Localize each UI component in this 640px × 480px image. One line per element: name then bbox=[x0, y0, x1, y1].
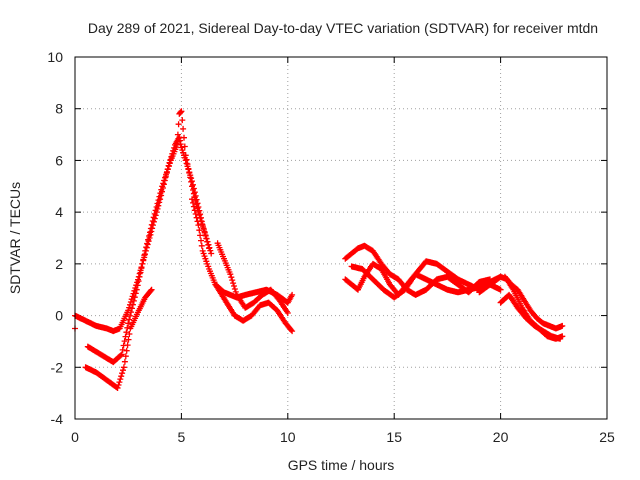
x-axis-label: GPS time / hours bbox=[288, 457, 395, 473]
y-tick-label: 4 bbox=[55, 204, 63, 220]
y-tick-label: 2 bbox=[55, 256, 63, 272]
series-arc-1f bbox=[214, 240, 291, 316]
series-arc-2e bbox=[501, 273, 566, 332]
data-points bbox=[72, 108, 566, 391]
series-marks bbox=[189, 196, 296, 335]
series-arc-1b bbox=[82, 286, 155, 391]
x-tick-label: 10 bbox=[280, 429, 296, 445]
y-tick-label: -2 bbox=[51, 359, 64, 375]
series-arc-2f bbox=[497, 291, 564, 342]
series-marks bbox=[497, 291, 564, 342]
y-tick-label: 8 bbox=[55, 101, 63, 117]
y-tick-label: 10 bbox=[47, 49, 63, 65]
series-marks bbox=[82, 286, 155, 391]
series-marks bbox=[214, 240, 291, 316]
y-tick-label: 0 bbox=[55, 308, 63, 324]
x-tick-label: 5 bbox=[178, 429, 186, 445]
y-tick-label: 6 bbox=[55, 152, 63, 168]
series-marks bbox=[84, 108, 215, 366]
series-arc-1c bbox=[84, 108, 215, 366]
series-marks bbox=[476, 273, 566, 342]
x-tick-label: 15 bbox=[386, 429, 402, 445]
y-tick-label: -4 bbox=[51, 411, 64, 427]
x-tick-label: 25 bbox=[599, 429, 615, 445]
plot-frame bbox=[74, 56, 608, 420]
x-tick-label: 20 bbox=[493, 429, 509, 445]
axis-ticks: 0 5 10 15 20 25 -4 -2 0 2 4 6 8 10 bbox=[47, 49, 615, 445]
x-tick-label: 0 bbox=[71, 429, 79, 445]
y-axis-label: SDTVAR / TECUs bbox=[7, 182, 23, 294]
series-marks bbox=[501, 273, 566, 332]
chart-title: Day 289 of 2021, Sidereal Day-to-day VTE… bbox=[88, 20, 598, 36]
grid bbox=[75, 57, 607, 419]
series-arc-1d bbox=[189, 196, 296, 335]
series-arc-2d bbox=[476, 273, 566, 342]
